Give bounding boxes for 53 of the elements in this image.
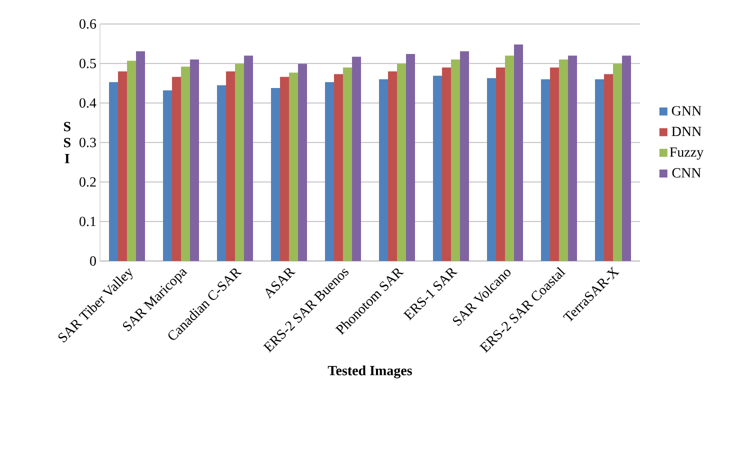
bar — [217, 85, 226, 261]
y-tick-label: 0.5 — [80, 58, 96, 68]
bar — [235, 64, 244, 261]
y-tick-label: 0.4 — [80, 98, 96, 108]
bar — [604, 74, 614, 261]
bar — [172, 76, 181, 261]
bar — [352, 56, 362, 261]
bar — [109, 82, 118, 261]
bar — [271, 88, 280, 261]
y-tick-label: 0.6 — [80, 19, 96, 29]
bar — [595, 79, 604, 261]
y-tick-label: 0 — [90, 256, 96, 266]
bar — [136, 51, 145, 261]
bar — [118, 71, 127, 261]
bar — [289, 72, 298, 261]
bar — [442, 67, 452, 261]
legend-label: DNN — [672, 126, 702, 136]
y-tick-label: 0.3 — [80, 138, 96, 148]
legend-label: GNN — [672, 106, 702, 116]
y-axis-title: S S I — [64, 122, 70, 164]
bar — [244, 56, 254, 261]
bar — [505, 56, 514, 261]
bar — [460, 51, 470, 261]
bar — [298, 64, 308, 261]
x-axis-title: Tested Images — [328, 365, 412, 378]
y-tick-label: 0.2 — [80, 177, 96, 187]
bar — [550, 67, 560, 261]
y-tick-label: 0.1 — [80, 216, 96, 226]
bar — [496, 67, 506, 261]
bar — [181, 66, 190, 261]
bar — [433, 76, 442, 261]
bar — [514, 44, 524, 261]
bar — [334, 74, 344, 261]
bar — [226, 71, 236, 261]
bar — [487, 78, 496, 261]
bar — [190, 60, 199, 261]
bar — [541, 79, 550, 261]
bar — [451, 60, 460, 261]
bar — [559, 60, 568, 261]
bar — [280, 76, 290, 261]
bar — [388, 71, 398, 261]
bar — [406, 54, 416, 261]
bar — [127, 60, 136, 261]
legend-label: CNN — [672, 168, 701, 178]
bar — [397, 64, 406, 261]
bar — [613, 64, 622, 261]
bar — [325, 82, 334, 261]
bar — [379, 79, 388, 261]
bar — [622, 56, 632, 261]
bar — [568, 56, 578, 261]
bar — [343, 67, 352, 261]
bar — [163, 90, 172, 261]
legend-label: Fuzzy — [670, 147, 704, 160]
